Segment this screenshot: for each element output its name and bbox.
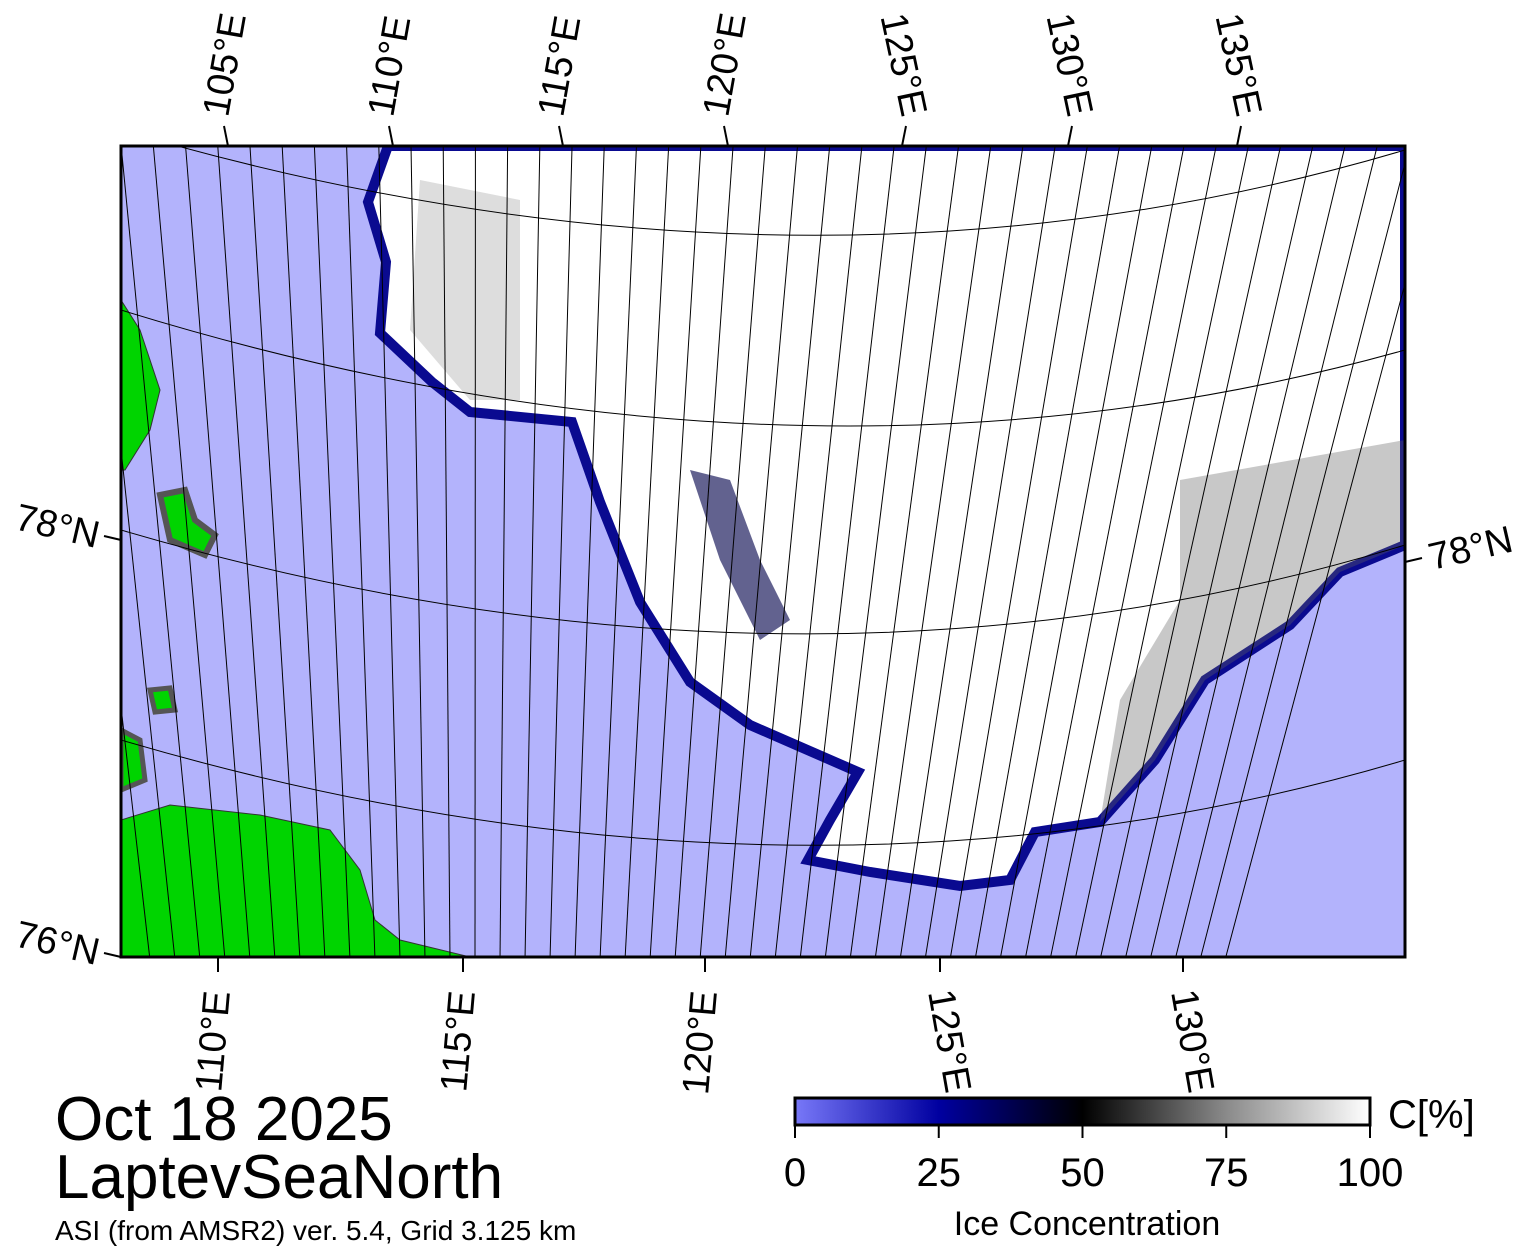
meridian [442,146,451,957]
tick [558,125,564,147]
meridian [1150,146,1346,957]
longitude-label: 115°E [531,13,590,120]
meridian [313,146,351,957]
colorbar-label: Ice Concentration [954,1205,1221,1243]
map-area [121,146,1405,957]
longitude-label: 125°E [872,9,935,119]
tick [103,952,122,958]
meridian [1025,146,1185,957]
meridian [849,146,960,957]
ice-fringe [1100,440,1405,822]
longitude-label: 135°E [1207,9,1270,119]
longitude-label: 130°E [1162,986,1221,1096]
meridian [574,146,605,957]
meridian [410,146,426,957]
meridian [1100,146,1282,957]
longitude-label: 105°E [196,10,255,120]
meridian [975,146,1121,957]
source: ASI (from AMSR2) ver. 5.4, Grid 3.125 km [55,1215,576,1246]
meridian [1075,146,1249,957]
colorbar [793,1096,1372,1127]
region: LaptevSeaNorth [55,1143,503,1212]
meridian [499,146,509,957]
date: Oct 18 2025 [55,1085,393,1154]
longitude-label: 120°E [675,989,726,1096]
meridian [217,146,276,957]
colorbar-unit: C[%] [1388,1093,1475,1137]
meridian [1225,281,1405,957]
ice-fringe [410,180,520,400]
meridian [1125,146,1314,957]
colorbar-tick-label: 0 [784,1151,806,1195]
meridian [599,146,637,957]
meridian [624,146,670,957]
meridian [824,146,927,957]
meridian [378,146,401,957]
meridian [874,146,992,957]
meridian [1175,146,1378,957]
tick [103,535,122,541]
meridian [949,146,1088,957]
meridian [346,146,376,957]
tick [901,125,907,147]
meridian [249,146,301,957]
latitude-label: 78°N [1425,519,1517,579]
meridian [281,146,326,957]
tick [223,125,229,147]
meridian [152,146,226,957]
meridian [1000,146,1153,957]
meridian [749,146,831,957]
meridian [899,146,1024,957]
latitude-label: 78°N [11,497,103,557]
colorbar-tick-label: 50 [1060,1151,1105,1195]
meridian [699,146,766,957]
colorbar-tick-label: 75 [1204,1151,1249,1195]
meridian [649,146,702,957]
meridian [524,146,541,957]
meridian [774,146,863,957]
meridian [924,146,1056,957]
meridian [185,146,251,957]
graticule [121,146,1405,957]
map-frame [119,144,1407,959]
meridian [121,444,176,957]
colorbar-tick-label: 25 [917,1151,962,1195]
tick [1067,125,1073,147]
meridian [1050,146,1217,957]
meridian [121,702,151,957]
island [156,486,219,559]
sea-ice [362,146,1405,892]
tick [388,125,394,147]
meridian [474,146,476,957]
longitude-label: 110°E [188,989,239,1093]
tick [1236,125,1242,147]
longitude-label: 110°E [361,13,420,120]
island [146,685,179,715]
colorbar-tick-label: 100 [1337,1151,1404,1195]
longitude-label: 130°E [1038,9,1101,119]
meridian [724,146,798,957]
meridian [1200,161,1405,957]
meridian [674,146,734,957]
meridian [549,146,573,957]
longitude-label: 120°E [696,10,755,120]
longitude-label: 125°E [919,986,978,1096]
meridian [799,146,895,957]
longitude-label: 115°E [433,989,484,1093]
land [121,299,161,471]
latitude-label: 76°N [11,914,103,974]
ice-fringe [690,470,790,640]
tick [723,125,729,147]
tick [1404,557,1423,563]
